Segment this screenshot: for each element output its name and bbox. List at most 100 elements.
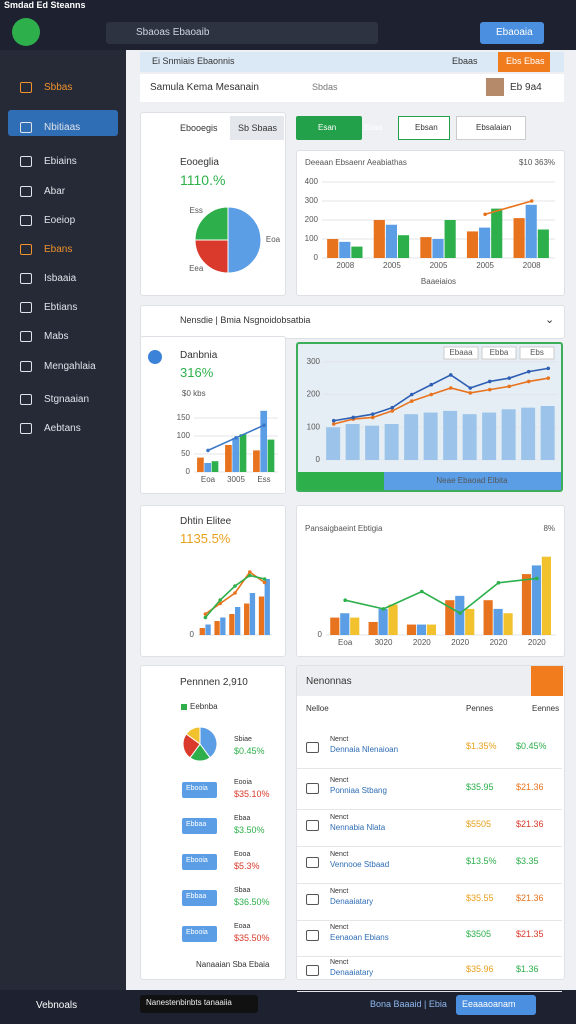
nav-icon[interactable] xyxy=(20,273,32,284)
bar xyxy=(373,220,385,258)
list-value: $5.3% xyxy=(234,861,260,871)
logo[interactable] xyxy=(12,18,40,46)
list-button[interactable] xyxy=(182,926,217,942)
list-value: $36.50% xyxy=(234,897,270,907)
card-value: 1135.5% xyxy=(180,531,231,546)
bar xyxy=(260,410,268,472)
avatar[interactable] xyxy=(486,78,504,96)
chart-button xyxy=(481,346,517,360)
nav-item: Nbitiaas xyxy=(44,122,81,133)
pie-slice xyxy=(199,726,218,759)
point xyxy=(546,376,551,380)
x-tick-label: 2020 xyxy=(413,638,431,647)
bar xyxy=(235,607,241,635)
column: Pennes xyxy=(466,704,494,713)
point xyxy=(507,376,512,380)
point xyxy=(390,405,395,410)
list-button[interactable] xyxy=(182,782,217,798)
nav-icon[interactable] xyxy=(20,423,32,434)
nav-icon[interactable] xyxy=(20,186,32,197)
nav-item: Isbaaia xyxy=(44,273,77,284)
bar xyxy=(267,439,275,472)
bar xyxy=(444,220,456,258)
annotation: 8% xyxy=(543,524,555,533)
bar xyxy=(249,593,256,635)
nav-item: Ebiains xyxy=(44,156,77,167)
toolbar-button[interactable] xyxy=(456,116,526,140)
bar xyxy=(541,556,551,635)
table-button[interactable] xyxy=(531,666,563,696)
bar xyxy=(368,621,378,635)
point xyxy=(206,448,210,453)
list-button[interactable] xyxy=(182,854,217,870)
point xyxy=(381,607,386,611)
top-button[interactable] xyxy=(480,22,544,44)
row-value: $3.35 xyxy=(516,856,539,866)
slice-label: Ess xyxy=(190,206,203,215)
nav-icon[interactable] xyxy=(20,361,32,372)
point xyxy=(370,415,375,420)
bar xyxy=(378,608,388,635)
row-divider xyxy=(297,883,562,884)
list-value: $35.10% xyxy=(234,789,270,799)
nav-icon[interactable] xyxy=(20,82,32,93)
toolbar-button[interactable] xyxy=(398,116,450,140)
bar xyxy=(204,463,212,472)
nav-icon[interactable] xyxy=(20,331,32,342)
list-label: Eooa xyxy=(234,851,251,858)
bar xyxy=(388,604,398,635)
row-title: Nenct xyxy=(330,814,349,821)
row-icon xyxy=(306,894,319,905)
nav-icon[interactable] xyxy=(20,244,32,255)
bar xyxy=(350,617,360,635)
x-tick-label: 2020 xyxy=(528,638,546,647)
search-text: Sbaoas Ebaoaib xyxy=(136,27,210,38)
annotation: $10 363% xyxy=(519,158,555,167)
card-title: Ebooegis xyxy=(180,123,218,133)
point xyxy=(262,423,266,428)
user-name: Eb 9a4 xyxy=(510,82,542,93)
bar xyxy=(397,235,410,258)
bar xyxy=(466,231,479,258)
nav-icon[interactable] xyxy=(20,394,32,405)
bar xyxy=(540,406,555,460)
list-button-text: Ebooia xyxy=(186,929,208,936)
legend-text: Eebnba xyxy=(190,702,218,711)
nav-icon[interactable] xyxy=(20,122,32,133)
bar xyxy=(220,617,226,635)
row-value: $35.55 xyxy=(466,893,494,903)
row-value: $5505 xyxy=(466,819,492,829)
footer-bar xyxy=(384,472,561,490)
point xyxy=(218,598,222,602)
card-name: Eooeglia xyxy=(180,157,219,168)
search-box[interactable] xyxy=(106,22,378,44)
nav-icon[interactable] xyxy=(20,156,32,167)
breadcrumb-button-text: Ebs Ebas xyxy=(506,56,545,66)
bar xyxy=(197,457,204,472)
list-button[interactable] xyxy=(182,890,217,906)
y-tick-label: 200 xyxy=(307,390,321,399)
bar xyxy=(351,246,363,258)
x-tick-label: 2020 xyxy=(451,638,469,647)
bar xyxy=(521,407,536,460)
row-title: Nenct xyxy=(330,777,349,784)
section-title: Nensdie | Bmia Nsgnoidobsatbia xyxy=(180,315,311,325)
bar xyxy=(264,579,270,635)
nav-icon[interactable] xyxy=(20,215,32,226)
breadcrumb-button[interactable] xyxy=(498,52,550,72)
toolbar-button[interactable] xyxy=(296,116,362,140)
bar xyxy=(443,410,458,460)
list-label: Ebaa xyxy=(234,815,251,822)
chevron[interactable]: ⌄ xyxy=(545,314,555,326)
nav-icon[interactable] xyxy=(20,302,32,313)
row-subtitle: Nennabia Nlata xyxy=(330,823,386,832)
nav-item: Sbbas xyxy=(44,82,73,93)
list-button[interactable] xyxy=(182,818,217,834)
point xyxy=(203,615,208,620)
list-label: Sbiae xyxy=(234,736,252,743)
point xyxy=(331,418,336,423)
point xyxy=(483,212,487,217)
tab[interactable] xyxy=(230,116,284,140)
bottom-button[interactable] xyxy=(456,995,536,1015)
section-header[interactable] xyxy=(140,305,565,339)
